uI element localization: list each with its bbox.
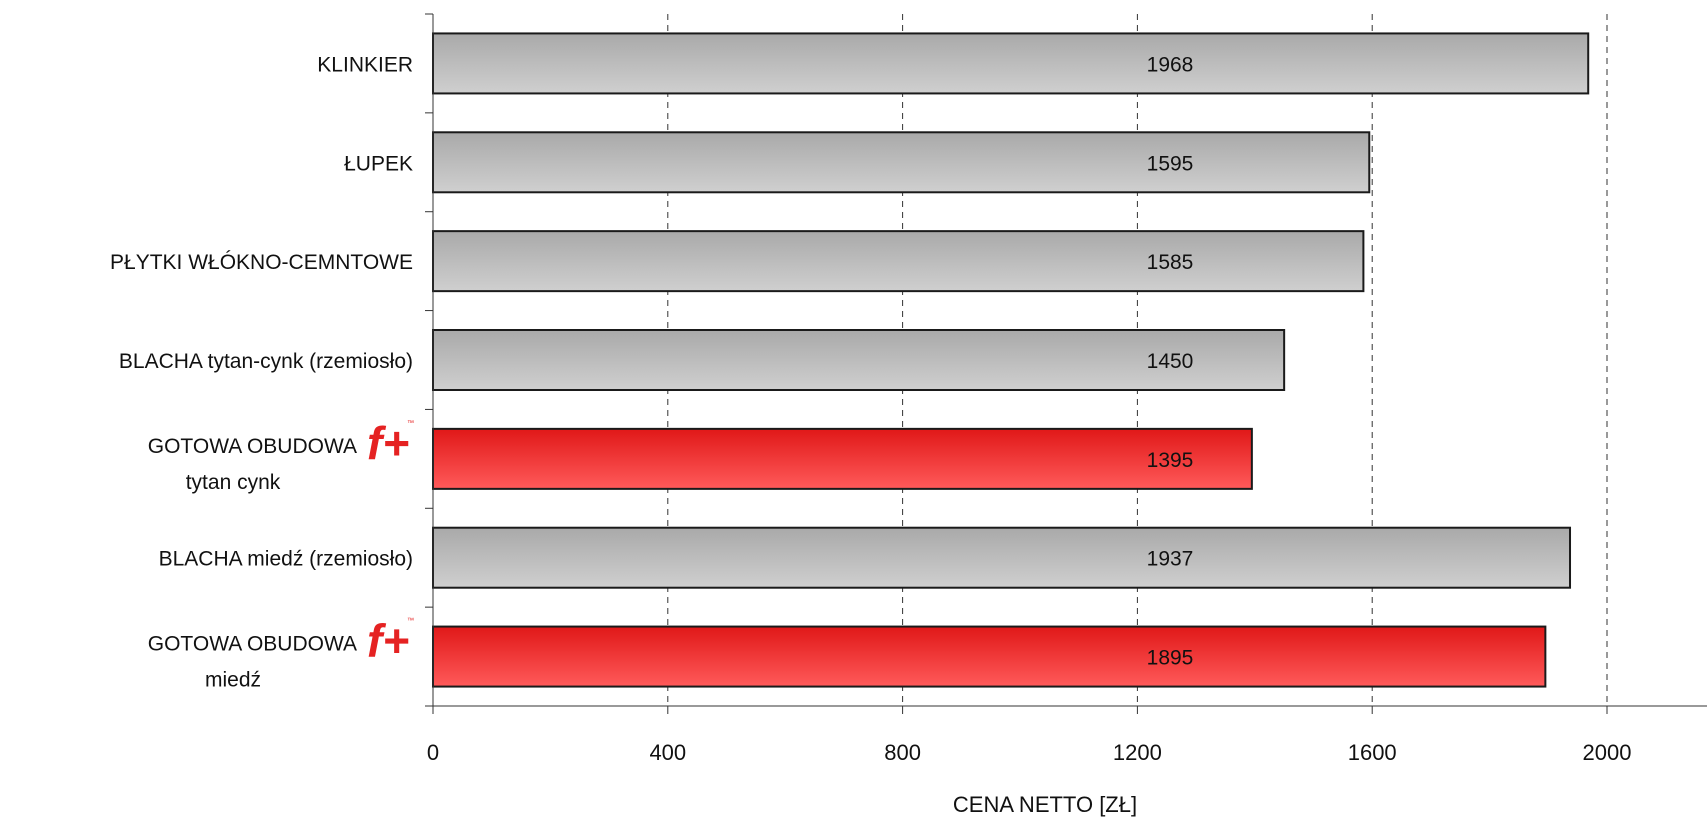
bars: 1968 1595 1585 1450 1395 1937 1895	[432, 32, 1590, 688]
bar-4	[432, 427, 1253, 490]
bar-6	[432, 625, 1547, 688]
bar-0	[432, 32, 1590, 95]
x-axis-title: CENA NETTO [ZŁ]	[953, 792, 1137, 817]
fplus-logo-icon: f+	[367, 417, 409, 469]
category-label-2: PŁYTKI WŁÓKNO-CEMNTOWE	[110, 251, 413, 274]
bar-1	[432, 131, 1371, 194]
axes: 0 400 800 1200 1600 2000	[425, 13, 1707, 765]
bar-5	[432, 526, 1572, 589]
category-label-6: GOTOWA OBUDOWA	[148, 633, 357, 656]
category-sublabel-6: miedź	[205, 669, 261, 692]
bar-value-label-2: 1585	[1147, 251, 1194, 274]
category-label-4: GOTOWA OBUDOWA	[148, 435, 357, 458]
bar-value-label-0: 1968	[1147, 53, 1194, 76]
x-tick-label-400: 400	[649, 740, 686, 765]
category-label-3: BLACHA tytan-cynk (rzemiosło)	[119, 350, 413, 373]
x-tick-label-1200: 1200	[1113, 740, 1162, 765]
x-tick-label-0: 0	[427, 740, 439, 765]
category-label-1: ŁUPEK	[344, 152, 413, 175]
x-tick-label-2000: 2000	[1583, 740, 1632, 765]
category-label-0: KLINKIER	[317, 53, 413, 76]
trademark-mark: ™	[407, 420, 414, 427]
bar-value-label-4: 1395	[1147, 449, 1194, 472]
fplus-logo-icon: f+	[367, 615, 409, 667]
bar-value-label-1: 1595	[1147, 152, 1194, 175]
x-tick-label-1600: 1600	[1348, 740, 1397, 765]
bar-3	[432, 329, 1286, 391]
category-label-5: BLACHA miedź (rzemiosło)	[159, 548, 413, 571]
x-tick-label-800: 800	[884, 740, 921, 765]
bar-value-label-5: 1937	[1147, 548, 1194, 571]
category-labels: KLINKIER ŁUPEK PŁYTKI WŁÓKNO-CEMNTOWE BLACH…	[110, 53, 414, 691]
category-sublabel-4: tytan cynk	[186, 471, 281, 494]
trademark-mark: ™	[407, 618, 414, 625]
bar-2	[432, 230, 1365, 293]
bar-value-label-3: 1450	[1147, 350, 1194, 373]
bar-value-label-6: 1895	[1147, 647, 1194, 670]
